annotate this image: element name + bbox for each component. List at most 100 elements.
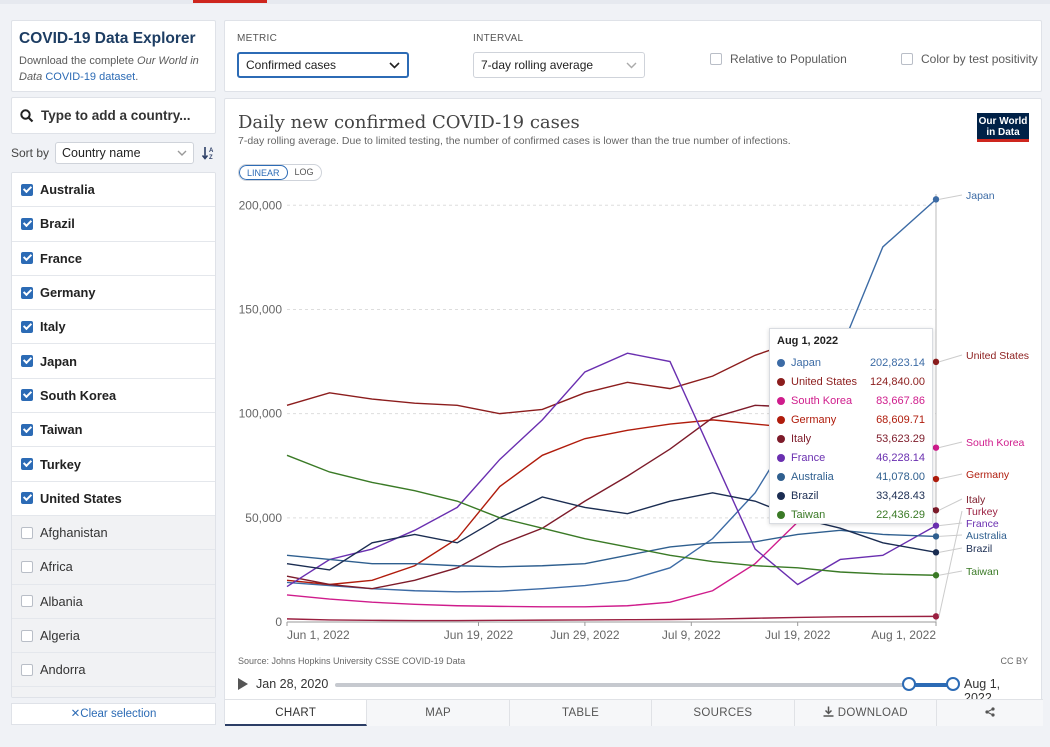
tooltip-series-name: United States — [791, 375, 858, 388]
country-checkbox[interactable] — [21, 286, 33, 299]
explorer-title: COVID-19 Data Explorer — [19, 30, 196, 47]
tooltip-swatch — [777, 491, 785, 500]
tab-download[interactable]: DOWNLOAD — [794, 700, 938, 726]
controls-bar: METRIC Confirmed cases INTERVAL 7-day ro… — [224, 20, 1042, 92]
timeline-start-date: Jan 28, 2020 — [256, 677, 329, 691]
country-item[interactable]: Germany — [12, 275, 215, 311]
country-checkbox[interactable] — [21, 560, 33, 573]
country-item[interactable]: Afghanistan — [12, 515, 215, 551]
tooltip-value: 83,667.86 — [876, 394, 925, 407]
sort-order-icon[interactable]: AZ — [202, 146, 216, 160]
country-checkbox[interactable] — [21, 217, 33, 230]
metric-label: METRIC — [237, 33, 278, 44]
country-checkbox[interactable] — [21, 526, 33, 539]
share-button[interactable] — [937, 700, 1044, 726]
country-checkbox[interactable] — [21, 320, 33, 333]
owid-logo[interactable]: Our World in Data — [977, 113, 1029, 142]
country-item[interactable]: Taiwan — [12, 413, 215, 448]
checkbox-box — [901, 53, 913, 65]
country-checkbox[interactable] — [21, 355, 33, 368]
country-item[interactable]: Andorra — [12, 653, 215, 688]
country-item[interactable]: France — [12, 241, 215, 276]
color-by-positivity-checkbox[interactable]: Color by test positivity — [901, 52, 1038, 66]
license-link[interactable]: CC BY — [1000, 656, 1028, 666]
country-name: Japan — [40, 353, 77, 369]
explorer-header: COVID-19 Data Explorer Download the comp… — [11, 20, 216, 92]
tooltip-row: Germany 68,609.71 — [777, 410, 925, 429]
tooltip-row: South Korea 83,667.86 — [777, 391, 925, 410]
country-search[interactable]: Type to add a country... — [11, 97, 216, 134]
country-item[interactable]: United States — [12, 481, 215, 516]
country-checkbox[interactable] — [21, 183, 33, 196]
country-name: Andorra — [40, 662, 86, 678]
country-checkbox[interactable] — [21, 458, 33, 471]
sort-select[interactable]: Country name — [55, 142, 194, 164]
tooltip-row: Brazil 33,428.43 — [777, 486, 925, 505]
country-item[interactable]: Japan — [12, 344, 215, 379]
sort-value: Country name — [62, 146, 141, 160]
dataset-link[interactable]: COVID-19 dataset — [45, 71, 136, 83]
logo-line1: Our World — [978, 116, 1028, 127]
log-button[interactable]: LOG — [294, 167, 314, 177]
country-checkbox[interactable] — [21, 492, 33, 505]
tooltip-swatch — [777, 358, 785, 367]
chart-subtitle: 7-day rolling average. Due to limited te… — [238, 135, 791, 147]
country-item[interactable]: Turkey — [12, 447, 215, 482]
chart-tooltip: Aug 1, 2022 Japan 202,823.14 United States… — [769, 328, 933, 524]
search-input[interactable]: Type to add a country... — [41, 108, 191, 123]
country-item[interactable]: Algeria — [12, 618, 215, 654]
tooltip-swatch — [777, 453, 785, 462]
top-bar-accent — [193, 0, 267, 3]
country-name: Australia — [40, 182, 95, 198]
chart-tabs: CHART MAP TABLE SOURCES DOWNLOAD — [225, 699, 1044, 726]
country-checkbox[interactable] — [21, 252, 33, 265]
metric-dropdown[interactable]: Confirmed cases — [237, 52, 409, 78]
relative-to-population-checkbox[interactable]: Relative to Population — [710, 52, 847, 66]
clear-selection-label: Clear selection — [80, 708, 157, 720]
tooltip-value: 41,078.00 — [876, 470, 925, 483]
scale-toggle: LINEAR LOG — [238, 164, 322, 181]
chevron-down-icon — [177, 150, 187, 156]
country-checkbox[interactable] — [21, 663, 33, 676]
country-checkbox[interactable] — [21, 389, 33, 402]
play-icon[interactable] — [238, 678, 248, 690]
timeline-track[interactable] — [335, 683, 953, 687]
timeline-start-handle[interactable] — [902, 677, 917, 691]
tooltip-swatch — [777, 472, 785, 481]
country-item[interactable]: Australia — [12, 173, 215, 208]
country-name: Taiwan — [40, 422, 83, 438]
country-item[interactable]: Albania — [12, 584, 215, 619]
country-item[interactable]: Brazil — [12, 207, 215, 242]
country-name: Turkey — [40, 456, 82, 472]
country-item[interactable]: South Korea — [12, 378, 215, 414]
explorer-description: Download the complete Our World in Data … — [19, 53, 208, 85]
country-checkbox[interactable] — [21, 629, 33, 642]
tab-sources[interactable]: SOURCES — [652, 700, 795, 726]
tooltip-row: Australia 41,078.00 — [777, 467, 925, 486]
desc-italic: Our World in Data — [19, 55, 199, 83]
tab-table[interactable]: TABLE — [509, 700, 653, 726]
clear-selection-button[interactable]: ✕Clear selection — [11, 703, 216, 725]
country-name: Italy — [40, 319, 66, 335]
country-checkbox[interactable] — [21, 595, 33, 608]
tooltip-row: Taiwan 22,436.29 — [777, 505, 925, 524]
interval-value: 7-day rolling average — [481, 58, 594, 72]
tooltip-series-name: Italy — [791, 432, 812, 445]
tab-chart[interactable]: CHART — [225, 700, 368, 726]
linear-button[interactable]: LINEAR — [239, 165, 288, 180]
country-item[interactable]: Italy — [12, 310, 215, 345]
checkbox-box — [710, 53, 722, 65]
interval-dropdown[interactable]: 7-day rolling average — [473, 52, 645, 78]
timeline-end-handle[interactable] — [946, 677, 960, 691]
tooltip-series-name: Taiwan — [791, 508, 826, 521]
relative-label: Relative to Population — [730, 52, 847, 66]
country-item[interactable]: Angola — [12, 687, 215, 697]
country-item[interactable]: Africa — [12, 550, 215, 585]
tab-map[interactable]: MAP — [367, 700, 510, 726]
sort-label: Sort by — [11, 146, 50, 160]
country-checkbox[interactable] — [21, 423, 33, 436]
country-name: Algeria — [40, 628, 80, 643]
tooltip-row: Italy 53,623.29 — [777, 429, 925, 448]
tooltip-swatch — [777, 396, 785, 405]
